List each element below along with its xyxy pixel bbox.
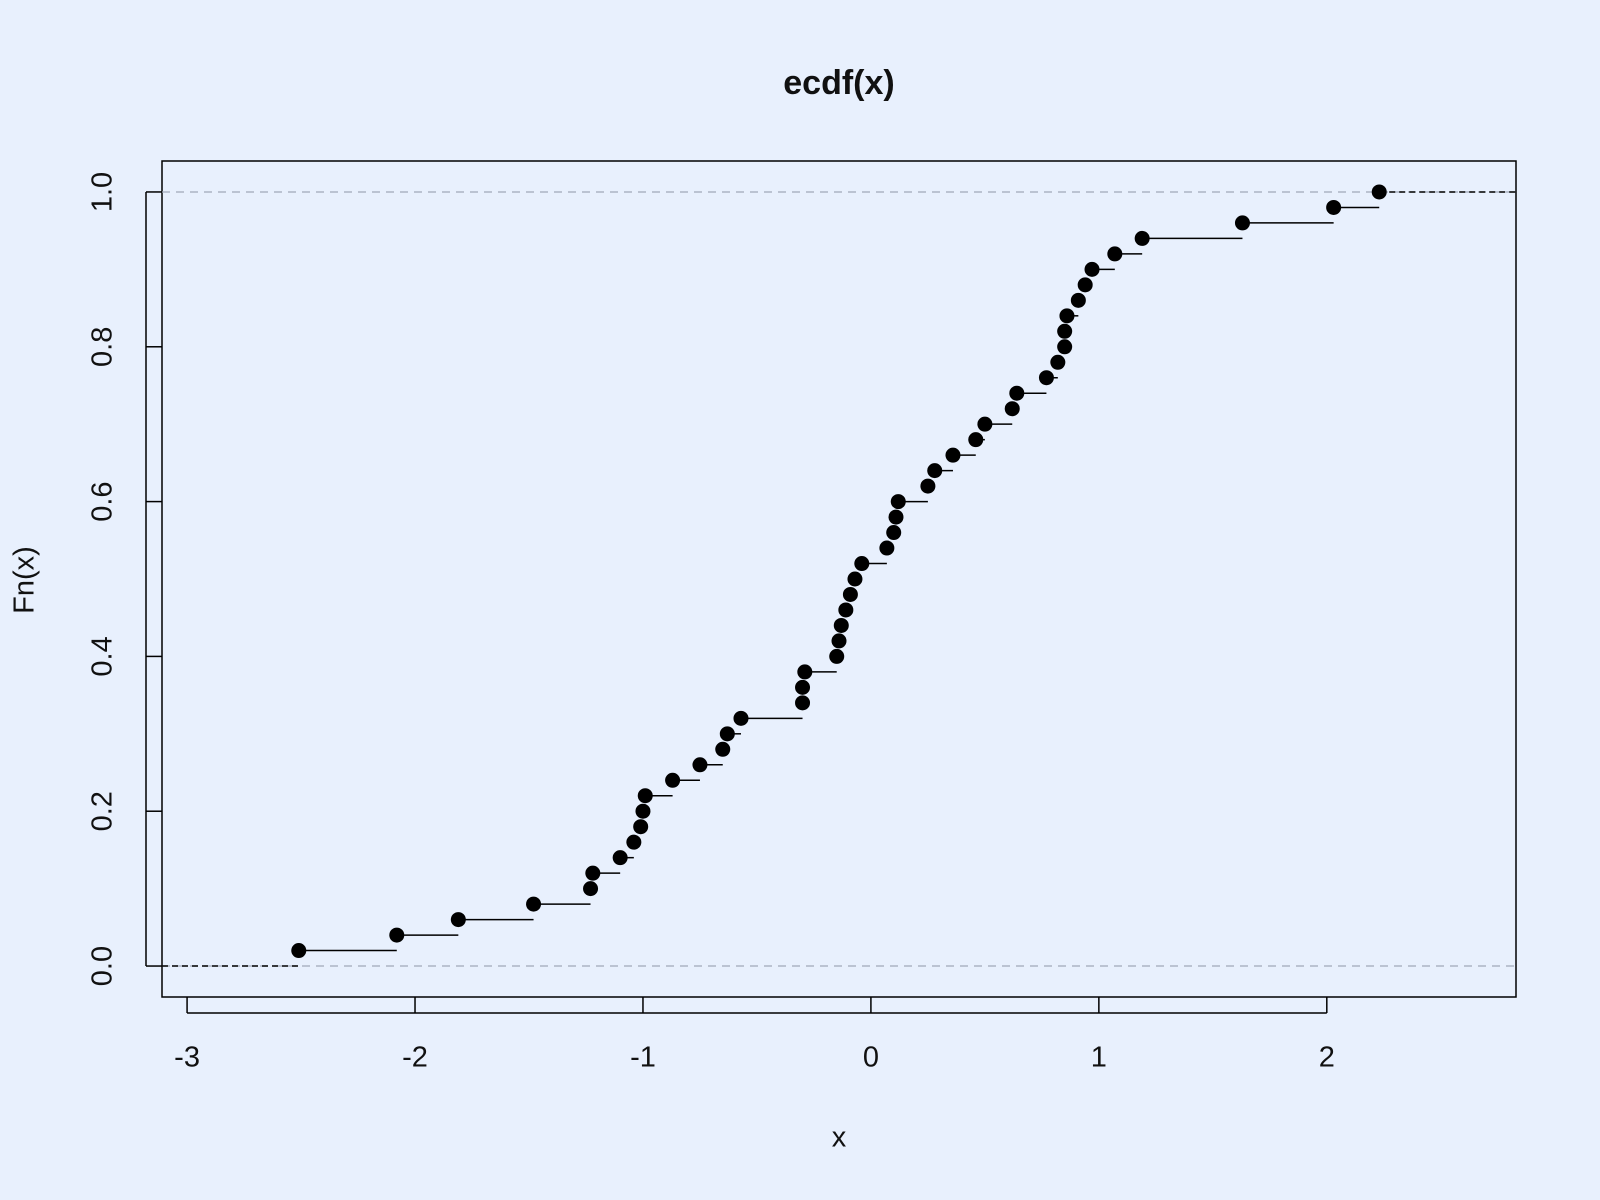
x-tick-label: 0 bbox=[863, 1042, 879, 1074]
point bbox=[847, 571, 863, 587]
point bbox=[626, 834, 642, 850]
y-tick-label: 1.0 bbox=[87, 172, 119, 212]
y-tick-label: 0.6 bbox=[87, 481, 119, 521]
point bbox=[633, 819, 649, 835]
point bbox=[1070, 292, 1086, 308]
point bbox=[526, 896, 542, 912]
point bbox=[1084, 261, 1100, 277]
point bbox=[637, 788, 653, 804]
y-axis-label: Fn(x) bbox=[9, 546, 41, 614]
y-tick-label: 0.4 bbox=[87, 636, 119, 676]
y-tick-label: 0.8 bbox=[87, 327, 119, 367]
point bbox=[1009, 385, 1025, 401]
x-axis-label: x bbox=[832, 1122, 847, 1154]
x-tick-label: 2 bbox=[1319, 1042, 1335, 1074]
point bbox=[389, 927, 405, 943]
point bbox=[291, 943, 307, 959]
x-tick-label: -3 bbox=[174, 1042, 200, 1074]
chart-title: ecdf(x) bbox=[783, 64, 894, 102]
point bbox=[838, 602, 854, 618]
point bbox=[890, 494, 906, 510]
point bbox=[968, 432, 984, 448]
point bbox=[797, 664, 813, 680]
point bbox=[888, 509, 904, 525]
point bbox=[1050, 354, 1066, 370]
point bbox=[920, 478, 936, 494]
point bbox=[831, 633, 847, 649]
x-tick-label: -2 bbox=[402, 1042, 428, 1074]
point bbox=[585, 865, 601, 881]
y-tick-label: 0.0 bbox=[87, 946, 119, 986]
point bbox=[945, 447, 961, 463]
point bbox=[833, 617, 849, 633]
point bbox=[1077, 277, 1093, 293]
point bbox=[1038, 370, 1054, 386]
point bbox=[795, 679, 811, 695]
point bbox=[635, 803, 651, 819]
point bbox=[692, 757, 708, 773]
point bbox=[886, 525, 902, 541]
point bbox=[1107, 246, 1123, 262]
x-tick-label: 1 bbox=[1091, 1042, 1107, 1074]
point bbox=[1057, 323, 1073, 339]
point bbox=[927, 463, 943, 479]
point bbox=[733, 710, 749, 726]
point bbox=[612, 850, 628, 866]
x-tick-label: -1 bbox=[630, 1042, 656, 1074]
point bbox=[665, 772, 681, 788]
point bbox=[1234, 215, 1250, 231]
point bbox=[1059, 308, 1075, 324]
point bbox=[842, 586, 858, 602]
y-tick-label: 0.2 bbox=[87, 791, 119, 831]
point bbox=[1326, 199, 1342, 215]
point bbox=[715, 741, 731, 757]
point bbox=[583, 881, 599, 897]
point bbox=[879, 540, 895, 556]
point bbox=[1134, 230, 1150, 246]
point bbox=[977, 416, 993, 432]
point bbox=[795, 695, 811, 711]
point bbox=[1057, 339, 1073, 355]
point bbox=[854, 556, 870, 572]
plot-frame bbox=[161, 160, 1517, 998]
point bbox=[829, 648, 845, 664]
point bbox=[1004, 401, 1020, 417]
point bbox=[1371, 184, 1387, 200]
point bbox=[450, 912, 466, 928]
point bbox=[719, 726, 735, 742]
